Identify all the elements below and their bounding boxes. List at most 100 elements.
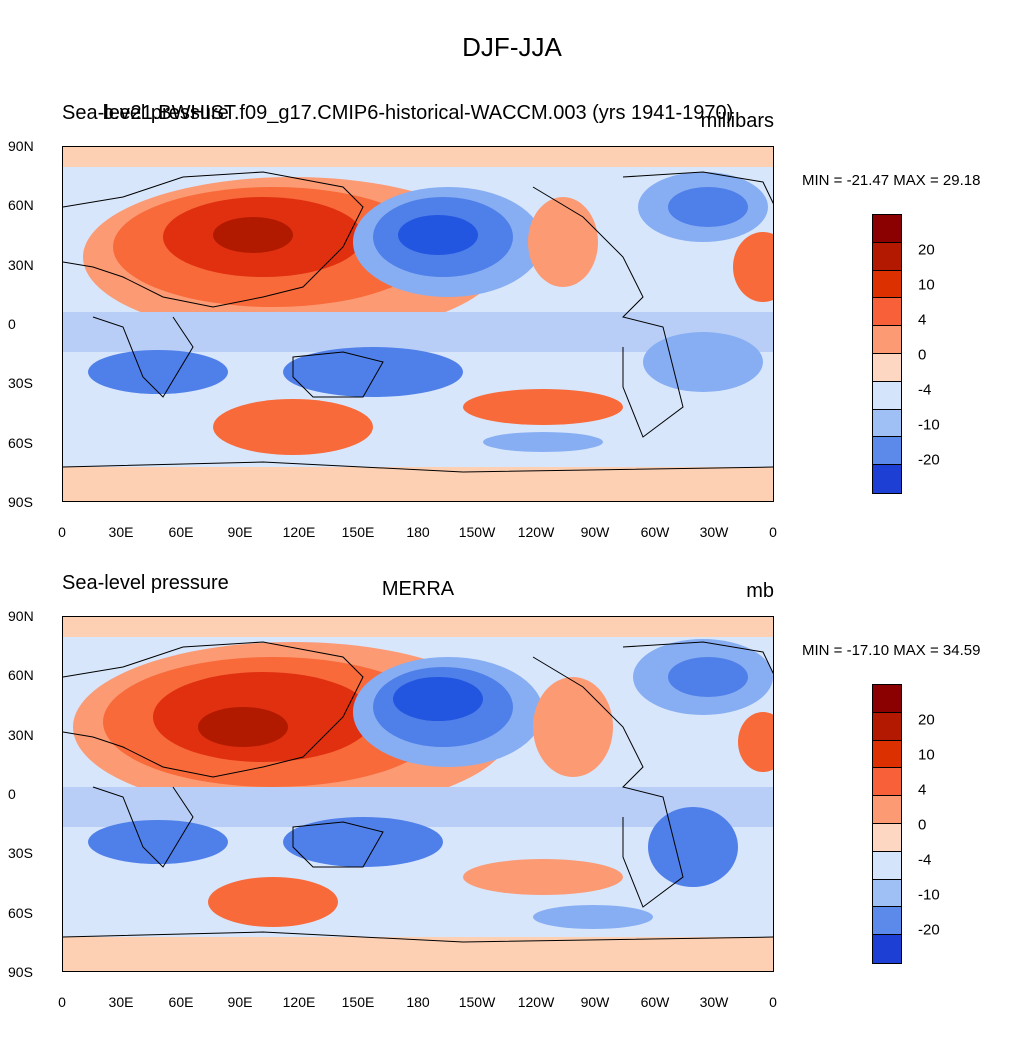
panel-units-label: millibars	[700, 110, 774, 132]
colorbar-label: -20	[918, 451, 940, 469]
colorbar-label: -4	[918, 381, 932, 399]
figure-title: DJF-JJA	[462, 32, 562, 62]
colorbar-label: -4	[918, 851, 932, 869]
lon-label: 0	[58, 524, 66, 540]
eurasia-high-core	[198, 707, 288, 747]
colorbar-label: -10	[918, 416, 940, 434]
colorbar-swatch	[873, 298, 901, 327]
colorbar-swatch	[873, 823, 901, 852]
atlantic-low-inner	[668, 657, 748, 697]
lat-label: 90N	[8, 138, 34, 154]
lon-label: 90E	[227, 524, 253, 540]
lon-label: 150E	[341, 524, 375, 540]
lon-label: 90W	[580, 524, 610, 540]
obs-panel: Sea-level pressure MERRA mb	[0, 570, 1024, 1040]
lon-label: 90E	[227, 994, 253, 1010]
colorbar-swatch	[873, 437, 901, 466]
lon-label: 180	[406, 994, 430, 1010]
lon-label: 120W	[517, 994, 555, 1010]
lon-label: 60W	[640, 524, 670, 540]
min-max-stats: MIN = -17.10 MAX = 34.59	[802, 642, 981, 659]
africa-high	[733, 232, 773, 302]
colorbar-label: 4	[918, 781, 927, 799]
colorbar-label: 4	[918, 311, 927, 329]
colorbar-swatch	[873, 381, 901, 410]
lon-label: 60W	[640, 994, 670, 1010]
colorbar-swatch	[873, 465, 901, 493]
colorbar-swatch	[873, 879, 901, 908]
colorbar-swatch	[873, 326, 901, 354]
model-map-field	[63, 147, 773, 501]
lat-label: 0	[8, 786, 16, 802]
indian-low	[88, 820, 228, 864]
pacific-low-inner	[398, 215, 478, 255]
min-max-stats: MIN = -21.47 MAX = 29.18	[802, 172, 981, 189]
colorbar-label: 10	[918, 746, 935, 764]
lon-label: 60E	[168, 994, 194, 1010]
panel-units-label: mb	[746, 580, 774, 602]
lat-label: 30N	[8, 727, 34, 743]
colorbar-swatch	[873, 270, 901, 299]
panel-left-label: Sea-level pressure	[62, 102, 229, 124]
lon-label: 90W	[580, 994, 610, 1010]
lon-label: 60E	[168, 524, 194, 540]
model-map	[62, 146, 774, 502]
lat-label: 60S	[8, 435, 33, 451]
panel-left-label: Sea-level pressure	[62, 572, 229, 594]
colorbar-label: 20	[918, 711, 935, 729]
lat-label: 30S	[8, 845, 33, 861]
lon-label: 150W	[458, 524, 496, 540]
lat-label: 90N	[8, 608, 34, 624]
lon-label: 30E	[108, 524, 134, 540]
lon-label: 30W	[699, 994, 729, 1010]
obs-map	[62, 616, 774, 972]
colorbar-swatch	[873, 353, 901, 382]
lon-label: 180	[406, 524, 430, 540]
coastlines	[63, 171, 773, 473]
lat-label: 30N	[8, 257, 34, 273]
colorbar-swatch	[873, 242, 901, 271]
lon-label: 0	[769, 994, 777, 1010]
lat-label: 60S	[8, 905, 33, 921]
australia-low	[283, 347, 463, 397]
lat-label: 60N	[8, 667, 34, 683]
america-high	[533, 677, 613, 777]
colorbar-swatch	[873, 409, 901, 438]
pacific-low-inner	[393, 677, 483, 721]
lon-label: 30E	[108, 994, 134, 1010]
colorbar-swatch	[873, 712, 901, 741]
antarctic-band	[63, 467, 773, 501]
lon-label: 120W	[517, 524, 555, 540]
colorbar-swatch	[873, 907, 901, 936]
lon-label: 120E	[282, 994, 316, 1010]
s-pacific-low	[533, 905, 653, 929]
colorbar-label: -10	[918, 886, 940, 904]
colorbar-label: 20	[918, 241, 935, 259]
colorbar-label: 10	[918, 276, 935, 294]
coastlines	[63, 641, 773, 943]
s-indian-high	[208, 877, 338, 927]
africa-high	[738, 712, 773, 772]
s-pacific-high	[463, 389, 623, 425]
arctic-band	[63, 147, 773, 167]
lon-label: 150W	[458, 994, 496, 1010]
colorbar	[872, 684, 902, 964]
colorbar-swatch	[873, 685, 901, 713]
colorbar-label: 0	[918, 816, 927, 834]
australia-low	[283, 817, 443, 867]
colorbar	[872, 214, 902, 494]
lon-label: 30W	[699, 524, 729, 540]
lon-label: 150E	[341, 994, 375, 1010]
lat-label: 30S	[8, 375, 33, 391]
colorbar-swatch	[873, 796, 901, 824]
s-indian-high	[213, 399, 373, 455]
lon-label: 0	[58, 994, 66, 1010]
tropical-belt	[63, 787, 773, 827]
arctic-band	[63, 617, 773, 637]
lon-label: 120E	[282, 524, 316, 540]
eurasia-high-core	[213, 217, 293, 253]
colorbar-label: 0	[918, 346, 927, 364]
colorbar-swatch	[873, 935, 901, 963]
colorbar-swatch	[873, 740, 901, 769]
colorbar-swatch	[873, 851, 901, 880]
